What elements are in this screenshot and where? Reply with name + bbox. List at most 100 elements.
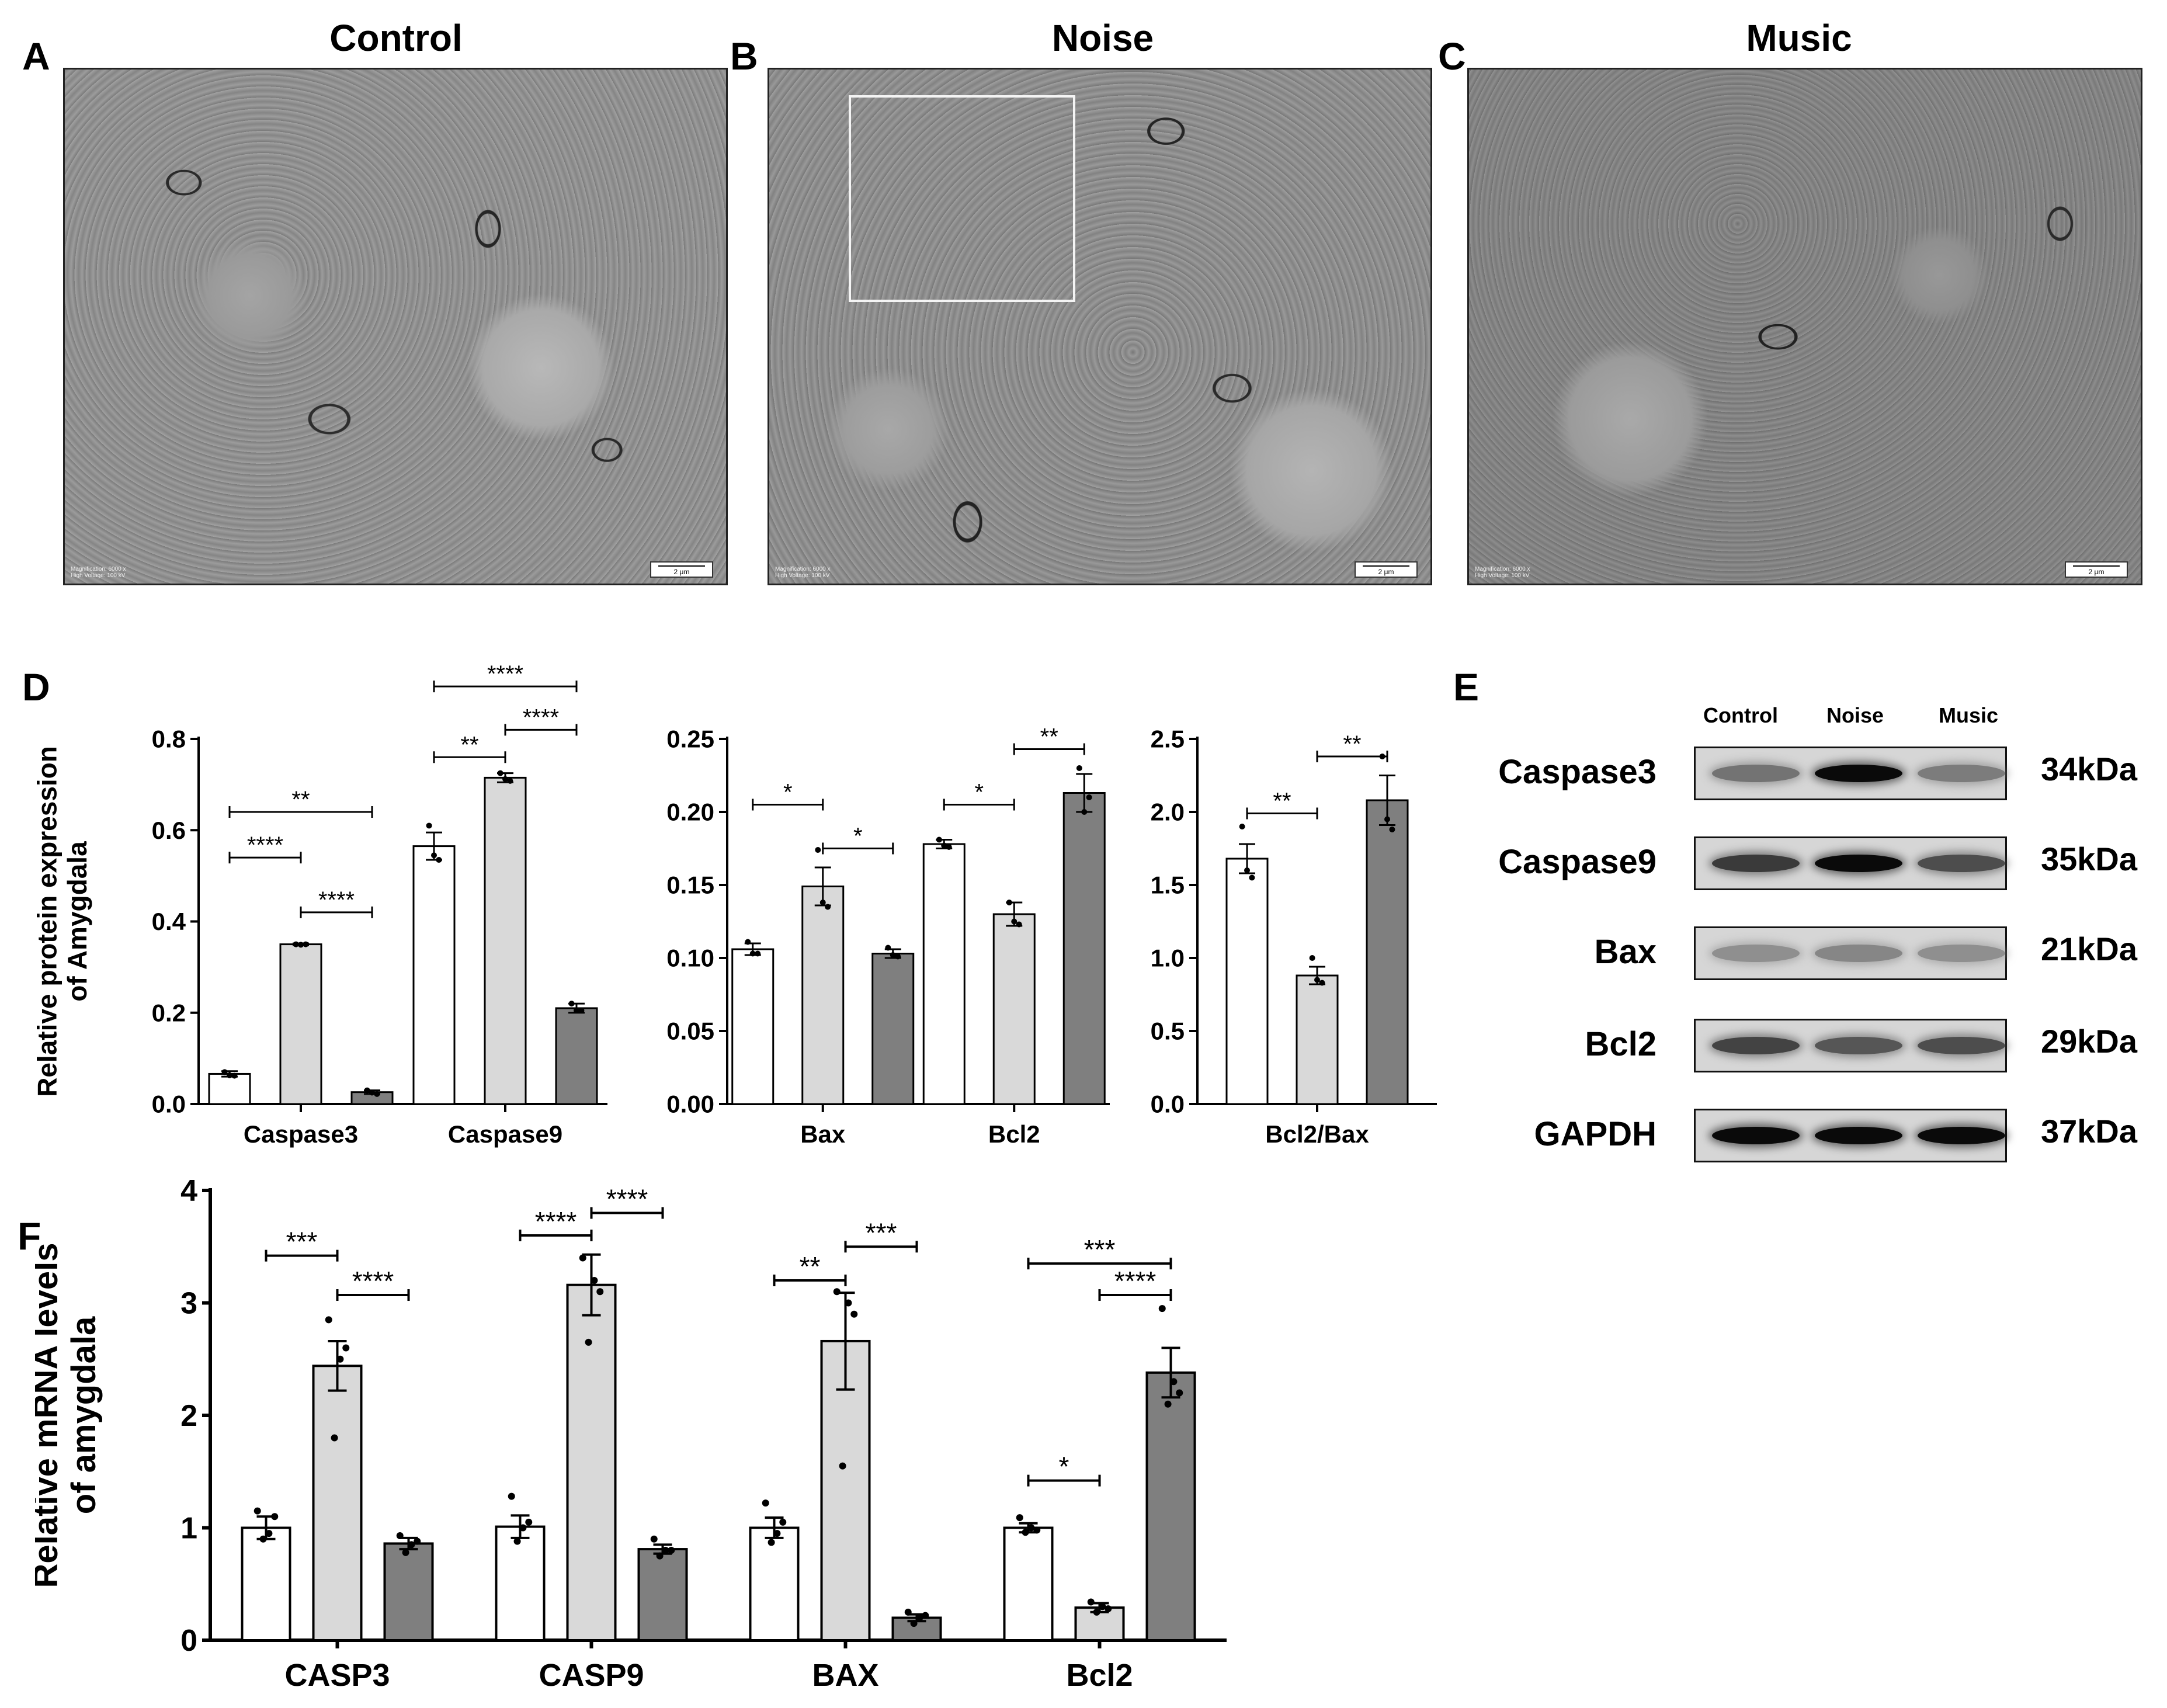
blot-band [1815,1127,1902,1144]
data-point [293,941,299,947]
chart-mrna-levels: Relative mRNA levelsof amygdala 0 1 2 3 4 CASP… [35,1174,1227,1693]
significance-label: **** [247,832,283,858]
blot-band [1815,855,1902,872]
y-axis-label: Relative protein expressionof Amygdala [35,746,92,1097]
data-point [596,1288,604,1296]
data-point [271,1513,279,1520]
bar [871,953,915,1105]
data-point [650,1535,658,1543]
bar [495,1525,546,1642]
data-point [773,1530,781,1537]
blot-row-label: GAPDH [1534,1115,1656,1153]
bar [1062,792,1106,1105]
data-point [668,1547,675,1554]
x-tick-label: Bax [800,1120,846,1148]
data-point [656,1552,664,1560]
data-point [1006,900,1012,905]
bar [566,1283,617,1641]
data-point [1011,918,1017,925]
tem-magnification-note: Magnification: 6000 x High Voltage: 100 … [775,566,831,579]
data-point [1319,980,1325,986]
y-tick-label: 2.5 [1151,725,1185,753]
data-point [1086,794,1092,800]
y-tick-label: 1.0 [1151,945,1185,972]
data-point [253,1507,261,1515]
data-point [941,842,947,849]
blot-molecular-weight: 35kDa [2041,841,2138,877]
data-point [396,1532,404,1539]
data-point [936,836,942,843]
y-tick-label: 0.05 [666,1018,714,1045]
y-tick-label: 0.15 [666,872,714,899]
x-tick-label: Bcl2 [1066,1658,1133,1693]
significance-label: **** [318,887,355,913]
data-point [414,1537,421,1545]
data-point [591,1277,598,1284]
data-point [762,1499,769,1507]
data-point [369,1089,375,1096]
scale-bar: 2 μm [2065,561,2128,578]
data-point [1099,1603,1106,1610]
significance-label: **** [487,661,523,687]
data-point [574,1007,579,1013]
blot-row-label: Caspase3 [1498,753,1656,791]
chart-protein-caspase: Relative protein expressionof Amygdala 0.… [35,661,607,1148]
y-tick-label: 0.2 [152,999,186,1026]
data-point [1176,1389,1183,1397]
data-point [1027,1524,1035,1532]
bar [801,886,845,1105]
data-point [507,777,513,784]
data-point [1239,824,1245,829]
blot-band [1712,855,1800,872]
data-point [1309,955,1315,961]
significance-label: ** [1343,731,1361,757]
significance-label: **** [606,1184,648,1214]
data-point [1384,816,1390,822]
data-point [946,844,952,850]
bar [1225,858,1269,1105]
x-tick-label: CASP3 [284,1658,390,1693]
data-point [768,1539,775,1546]
bar [731,948,775,1105]
data-point [303,941,309,947]
significance-label: *** [286,1227,318,1257]
bar [922,843,966,1105]
blot-strip [1694,747,2007,800]
x-tick-label: Caspase3 [244,1120,358,1148]
scale-bar: 2 μm [650,561,713,578]
data-point [890,952,896,958]
data-point [1076,765,1082,771]
panel-label-a: A [22,34,50,78]
tem-title-music: Music [1746,17,1852,59]
blot-band [1712,945,1800,962]
significance-label: **** [535,1206,577,1237]
bar [1145,1371,1196,1641]
data-point [1087,1598,1095,1606]
y-tick-label: 3 [180,1287,197,1321]
y-tick-label: 0.4 [152,908,186,935]
data-point [227,1072,232,1078]
data-point [1105,1605,1112,1613]
tem-magnification-note: Magnification: 6000 x High Voltage: 100 … [1475,566,1530,579]
data-point [221,1069,228,1075]
data-point [850,1310,858,1318]
data-point [1016,921,1022,928]
data-point [1170,1378,1178,1386]
data-point [431,852,437,859]
y-tick-label: 0.10 [666,945,714,972]
blot-band [1918,765,2005,782]
data-point [1016,1514,1023,1522]
significance-label: **** [523,704,559,730]
data-point [885,945,891,951]
data-point [815,847,821,853]
y-tick-label: 1.5 [1151,872,1185,899]
data-point [265,1530,273,1537]
data-point [916,1614,923,1622]
y-tick-label: 0.25 [666,725,714,753]
data-point [259,1535,267,1543]
data-point [1164,1400,1172,1408]
data-point [662,1547,669,1554]
tem-title-control: Control [329,17,463,59]
y-tick-label: 4 [180,1174,197,1208]
